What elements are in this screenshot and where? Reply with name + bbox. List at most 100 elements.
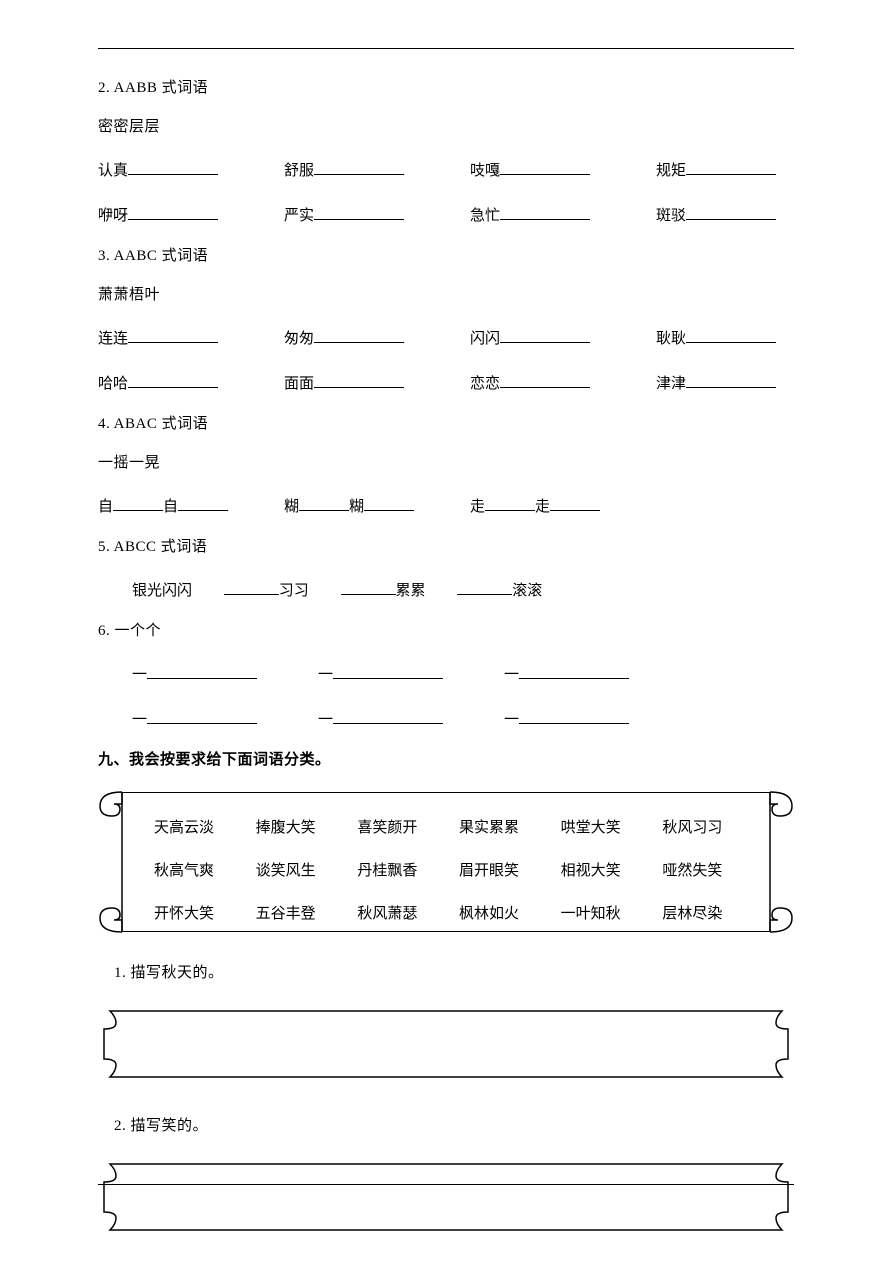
word-grid: 天高云淡 捧腹大笑 喜笑颜开 果实累累 哄堂大笑 秋风习习 秋高气爽 谈笑风生 … — [154, 816, 764, 923]
s5-row: 银光闪闪 习习 累累 滚滚 — [98, 579, 794, 600]
word: 天高云淡 — [154, 816, 256, 837]
blank[interactable] — [364, 496, 414, 511]
blank[interactable] — [128, 205, 218, 220]
label: 自 — [163, 495, 178, 516]
label: 走 — [535, 495, 550, 516]
word: 枫林如火 — [459, 902, 561, 923]
word: 相视大笑 — [561, 859, 663, 880]
label: 糊 — [349, 495, 364, 516]
label: 连连 — [98, 327, 128, 348]
label: 一 — [132, 712, 147, 728]
answer-frame-1[interactable] — [98, 1005, 794, 1083]
blank[interactable] — [178, 496, 228, 511]
blank[interactable] — [550, 496, 600, 511]
blank[interactable] — [113, 496, 163, 511]
blank[interactable] — [500, 205, 590, 220]
label: 银光闪闪 — [132, 579, 192, 600]
label: 一 — [504, 712, 519, 728]
blank[interactable] — [333, 709, 443, 724]
q2: 2. 描写笑的。 — [98, 1119, 794, 1134]
blank[interactable] — [147, 664, 257, 679]
label: 哈哈 — [98, 372, 128, 393]
word: 哄堂大笑 — [561, 816, 663, 837]
s3-title: 3. AABC 式词语 — [98, 249, 794, 264]
s4-row: 自自 糊糊 走走 — [98, 495, 794, 516]
label: 咿呀 — [98, 204, 128, 225]
label: 吱嘎 — [470, 159, 500, 180]
blank[interactable] — [485, 496, 535, 511]
s6-row2: 一 一 一 — [98, 708, 794, 729]
label: 匆匆 — [284, 327, 314, 348]
blank[interactable] — [224, 580, 279, 595]
q1: 1. 描写秋天的。 — [98, 966, 794, 981]
scroll-left-icon — [94, 782, 128, 942]
s3-example: 萧萧梧叶 — [98, 288, 794, 303]
blank[interactable] — [341, 580, 396, 595]
label: 滚滚 — [512, 583, 542, 599]
label: 认真 — [98, 159, 128, 180]
label: 一 — [318, 712, 333, 728]
top-rule — [98, 48, 794, 49]
word: 丹桂飘香 — [357, 859, 459, 880]
word: 五谷丰登 — [256, 902, 358, 923]
blank[interactable] — [314, 328, 404, 343]
label: 糊 — [284, 495, 299, 516]
blank[interactable] — [128, 373, 218, 388]
label: 恋恋 — [470, 372, 500, 393]
blank[interactable] — [299, 496, 349, 511]
blank[interactable] — [314, 205, 404, 220]
word: 秋高气爽 — [154, 859, 256, 880]
label: 急忙 — [470, 204, 500, 225]
s3-row2: 哈哈 面面 恋恋 津津 — [98, 372, 794, 393]
s2-row1: 认真 舒服 吱嘎 规矩 — [98, 159, 794, 180]
scroll-right-icon — [764, 782, 798, 942]
blank[interactable] — [128, 328, 218, 343]
label: 闪闪 — [470, 327, 500, 348]
blank[interactable] — [314, 160, 404, 175]
word: 开怀大笑 — [154, 902, 256, 923]
label: 累累 — [396, 583, 426, 599]
s4-title: 4. ABAC 式词语 — [98, 417, 794, 432]
label: 舒服 — [284, 159, 314, 180]
label: 自 — [98, 495, 113, 516]
s6-title: 6. 一个个 — [98, 624, 794, 639]
blank[interactable] — [333, 664, 443, 679]
label: 规矩 — [656, 159, 686, 180]
label: 习习 — [279, 583, 309, 599]
blank[interactable] — [128, 160, 218, 175]
answer-frame-2[interactable] — [98, 1158, 794, 1236]
scroll-box: 天高云淡 捧腹大笑 喜笑颜开 果实累累 哄堂大笑 秋风习习 秋高气爽 谈笑风生 … — [94, 792, 798, 932]
blank[interactable] — [147, 709, 257, 724]
s4-example: 一摇一晃 — [98, 456, 794, 471]
word: 层林尽染 — [662, 902, 764, 923]
word: 谈笑风生 — [256, 859, 358, 880]
blank[interactable] — [500, 160, 590, 175]
blank[interactable] — [500, 373, 590, 388]
label: 面面 — [284, 372, 314, 393]
header-9: 九、我会按要求给下面词语分类。 — [98, 753, 794, 768]
label: 斑驳 — [656, 204, 686, 225]
label: 一 — [318, 667, 333, 683]
label: 津津 — [656, 372, 686, 393]
label: 耿耿 — [656, 327, 686, 348]
blank[interactable] — [500, 328, 590, 343]
word: 眉开眼笑 — [459, 859, 561, 880]
blank[interactable] — [519, 709, 629, 724]
label: 一 — [504, 667, 519, 683]
blank[interactable] — [686, 160, 776, 175]
word: 喜笑颜开 — [357, 816, 459, 837]
word: 一叶知秋 — [561, 902, 663, 923]
s6-row1: 一 一 一 — [98, 663, 794, 684]
blank[interactable] — [686, 373, 776, 388]
blank[interactable] — [686, 205, 776, 220]
blank[interactable] — [314, 373, 404, 388]
s5-title: 5. ABCC 式词语 — [98, 540, 794, 555]
label: 严实 — [284, 204, 314, 225]
s2-row2: 咿呀 严实 急忙 斑驳 — [98, 204, 794, 225]
word: 果实累累 — [459, 816, 561, 837]
blank[interactable] — [457, 580, 512, 595]
word: 捧腹大笑 — [256, 816, 358, 837]
s2-example: 密密层层 — [98, 120, 794, 135]
blank[interactable] — [519, 664, 629, 679]
blank[interactable] — [686, 328, 776, 343]
